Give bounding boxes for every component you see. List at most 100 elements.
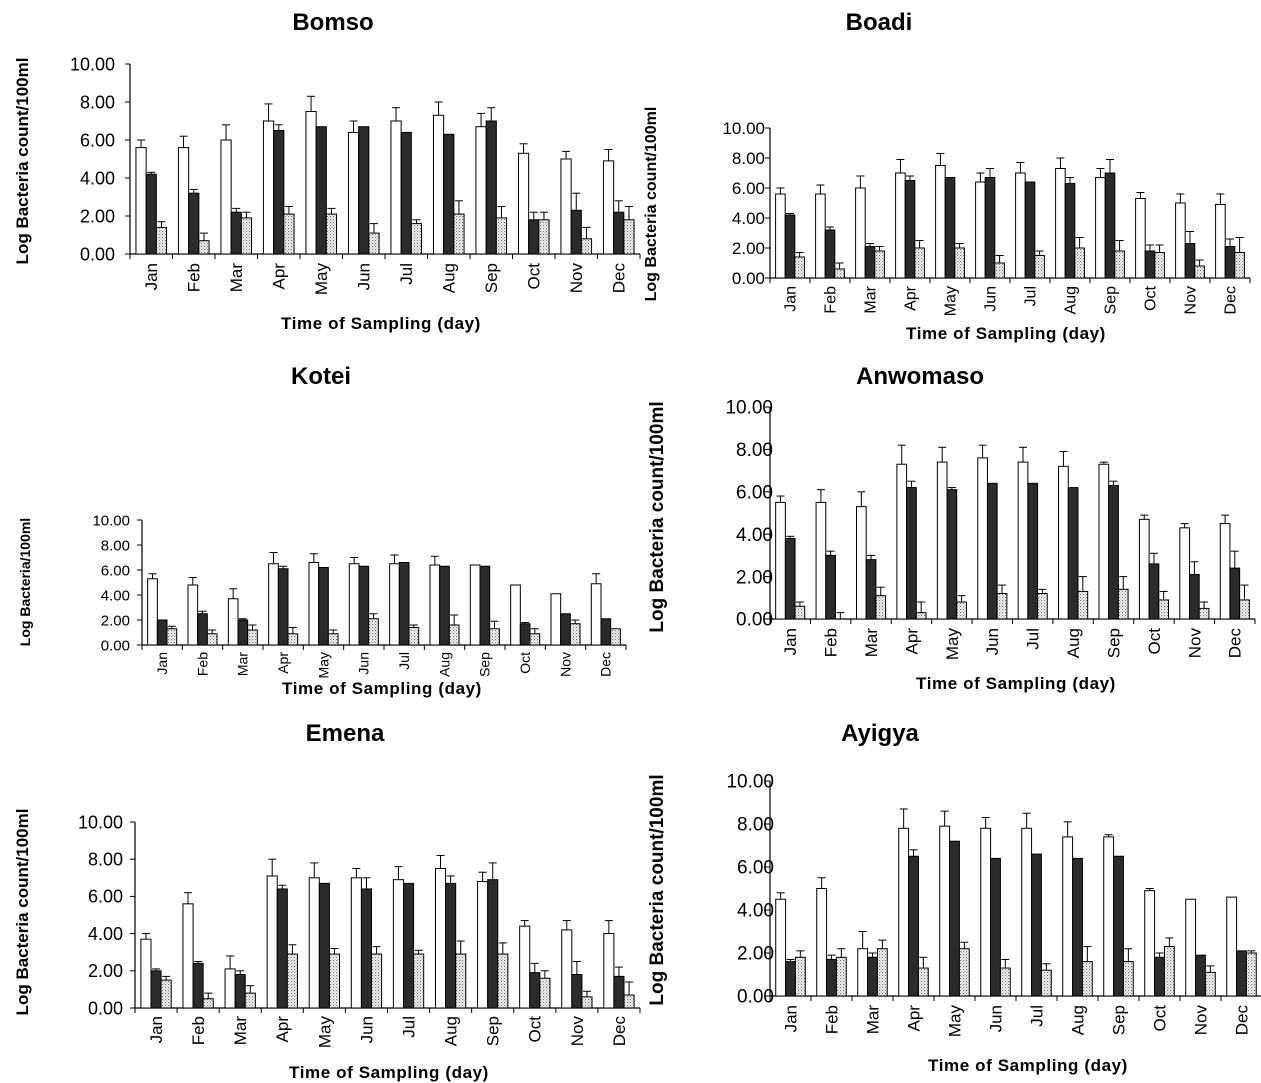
- bar-white: [1103, 836, 1115, 997]
- bar-dotted: [1077, 590, 1089, 620]
- bar-dark: [990, 857, 1001, 997]
- bar-dotted: [958, 948, 970, 997]
- panel-xlabel-bomso: Time of Sampling (day): [281, 314, 481, 333]
- y-tick-label: 10.00: [78, 812, 123, 832]
- y-tick-label: 8.00: [80, 92, 115, 112]
- bar-dotted: [875, 595, 887, 620]
- bar-white: [135, 147, 147, 255]
- x-tick-label: Dec: [610, 263, 629, 294]
- y-tick-label: 10.00: [722, 119, 765, 138]
- bar-dotted: [794, 605, 806, 620]
- panel-ylabel-emena: Log Bacteria count/100ml: [13, 809, 32, 1016]
- bar-dark: [276, 888, 288, 1009]
- x-tick-label: Jan: [783, 286, 800, 312]
- bar-dotted: [240, 217, 253, 255]
- panel-title-boadi: Boadi: [846, 9, 913, 36]
- bar-white: [816, 888, 828, 997]
- bar-dark: [230, 211, 242, 255]
- x-tick-label: Jan: [781, 628, 800, 655]
- bar-dotted: [410, 223, 423, 255]
- bar-white: [187, 584, 199, 646]
- panel-title-kotei: Kotei: [291, 363, 351, 390]
- bar-white: [1058, 465, 1069, 620]
- y-tick-label: 0.00: [80, 244, 115, 264]
- bar-white: [977, 457, 988, 620]
- chart-boadi: 0.00 2.00 4.00 6.00 8.00 10.00 Jan Feb Mar Apr May…: [722, 119, 1251, 316]
- bar-dotted: [247, 629, 258, 646]
- x-tick-label: Jun: [356, 652, 372, 675]
- y-tick-label: 6.00: [736, 482, 773, 503]
- bar-dark: [398, 562, 410, 646]
- y-tick-label: 2.00: [101, 612, 130, 629]
- x-tick-label: Apr: [275, 652, 291, 674]
- x-tick-label: Aug: [1068, 1005, 1087, 1035]
- bar-white: [603, 933, 615, 1009]
- x-tick-label: May: [943, 286, 960, 316]
- bar-dark: [318, 882, 330, 1009]
- bar-dark: [1184, 243, 1196, 279]
- bar-dotted: [413, 953, 425, 1009]
- bar-white: [855, 187, 866, 279]
- x-tick-label: Dec: [610, 1016, 629, 1047]
- bar-white: [898, 827, 910, 997]
- bar-dotted: [1239, 599, 1250, 620]
- x-tick-label: Jun: [983, 628, 1002, 655]
- bar-dark: [944, 177, 956, 279]
- bar-dark: [1072, 857, 1083, 997]
- bar-dark: [400, 131, 412, 255]
- x-tick-label: Feb: [822, 628, 841, 657]
- x-tick-label: Oct: [1143, 285, 1160, 310]
- bar-dark: [156, 619, 168, 646]
- x-tick-label: Jul: [396, 652, 412, 670]
- bar-white: [936, 461, 948, 620]
- x-tick-label: Mar: [235, 652, 251, 676]
- bar-dotted: [917, 967, 929, 997]
- bar-dark: [402, 882, 415, 1009]
- x-tick-label: Jan: [142, 263, 161, 290]
- x-tick-label: May: [315, 1016, 334, 1049]
- bar-dark: [439, 565, 450, 646]
- chart-kotei: 0.00 2.00 4.00 6.00 8.00 10.00 Jan Feb Mar Apr May…: [92, 512, 627, 678]
- bar-dotted: [368, 232, 380, 255]
- bar-dark: [145, 173, 157, 255]
- x-tick-label: Sep: [1109, 1005, 1128, 1035]
- panel-title-anwomaso: Anwomaso: [856, 363, 984, 390]
- x-tick-label: Apr: [904, 1005, 923, 1032]
- bar-dark: [986, 482, 998, 620]
- bar-white: [590, 583, 602, 646]
- bar-white: [815, 501, 827, 620]
- bar-dotted: [166, 628, 178, 646]
- bar-white: [775, 501, 786, 620]
- bar-dark: [234, 974, 246, 1009]
- x-tick-label: Apr: [270, 263, 289, 290]
- x-tick-label: Oct: [517, 652, 533, 674]
- y-tick-label: 4.00: [736, 525, 773, 546]
- bar-white: [775, 193, 786, 279]
- panel-ylabel-anwomaso: Log Bacteria count/100ml: [647, 401, 668, 632]
- bar-dark: [865, 559, 877, 620]
- bar-dotted: [835, 956, 847, 997]
- bar-dark: [445, 882, 457, 1009]
- bar-dotted: [581, 996, 593, 1009]
- x-tick-label: Dec: [1232, 1005, 1251, 1036]
- panel-xlabel-anwomaso: Time of Sampling (day): [916, 674, 1116, 693]
- bar-white: [1017, 461, 1029, 620]
- bar-dark: [1229, 567, 1241, 620]
- bar-white: [1179, 527, 1191, 620]
- bar-white: [602, 160, 615, 255]
- bar-white: [975, 181, 986, 279]
- bar-white: [1175, 202, 1186, 279]
- bar-dark: [906, 487, 917, 620]
- bar-dark: [358, 126, 370, 255]
- bar-dotted: [1114, 250, 1125, 279]
- chart-ayigya: 0.00 2.00 4.00 6.00 8.00 10.00 Jan Feb Mar Apr May…: [726, 772, 1261, 1037]
- bar-white: [980, 827, 992, 997]
- bar-dark: [487, 879, 499, 1009]
- bar-dotted: [286, 953, 298, 1009]
- bar-dark: [1195, 954, 1206, 997]
- bar-white: [1215, 204, 1226, 279]
- bar-dotted: [1204, 971, 1216, 997]
- y-tick-label: 4.00: [80, 168, 115, 188]
- bar-white: [1138, 518, 1150, 620]
- panel-title-emena: Emena: [306, 720, 385, 747]
